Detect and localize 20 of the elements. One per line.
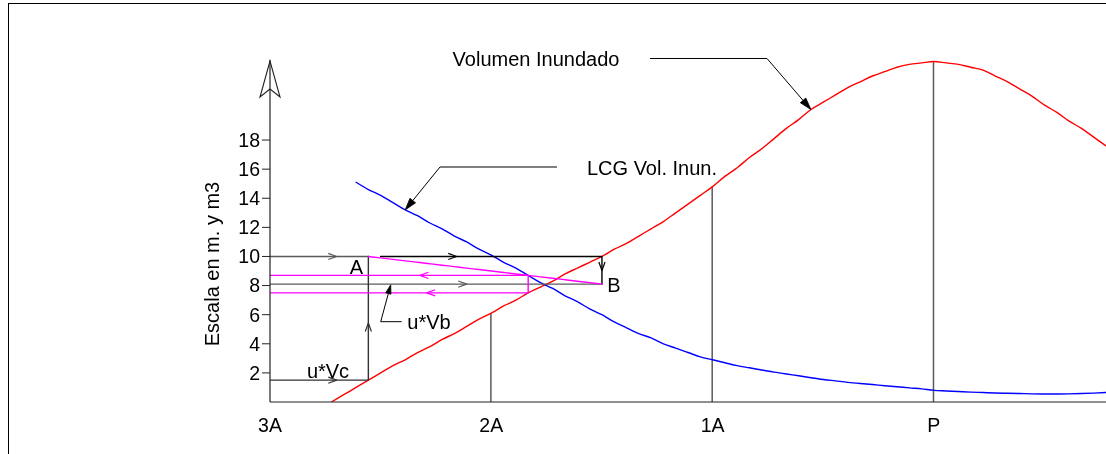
annotation: LCG Vol. Inun. xyxy=(586,157,718,179)
annotation: Volumen Inundado xyxy=(452,47,620,70)
annotation: u*Vb xyxy=(407,311,451,333)
y-tick-label: 6 xyxy=(249,303,260,326)
annotation: A xyxy=(349,256,364,278)
y-tick-label: 14 xyxy=(238,187,261,210)
x-tick-label: P xyxy=(927,413,941,436)
y-tick-label: 16 xyxy=(238,158,260,181)
annotation: B xyxy=(607,274,621,296)
y-tick-label: 4 xyxy=(249,332,261,355)
y-tick-label: 8 xyxy=(249,274,260,297)
y-axis-title: Escala en m. y m3 xyxy=(201,181,223,347)
y-tick-label: 10 xyxy=(238,245,261,268)
annotation: u*Vc xyxy=(306,360,350,382)
x-tick-label: 1A xyxy=(700,413,725,436)
y-tick-label: 18 xyxy=(238,128,260,151)
y-tick-label: 2 xyxy=(249,361,260,384)
y-tick-label: 12 xyxy=(238,216,260,239)
x-tick-label: 2A xyxy=(479,413,504,436)
x-tick-label: 3A xyxy=(258,413,282,436)
